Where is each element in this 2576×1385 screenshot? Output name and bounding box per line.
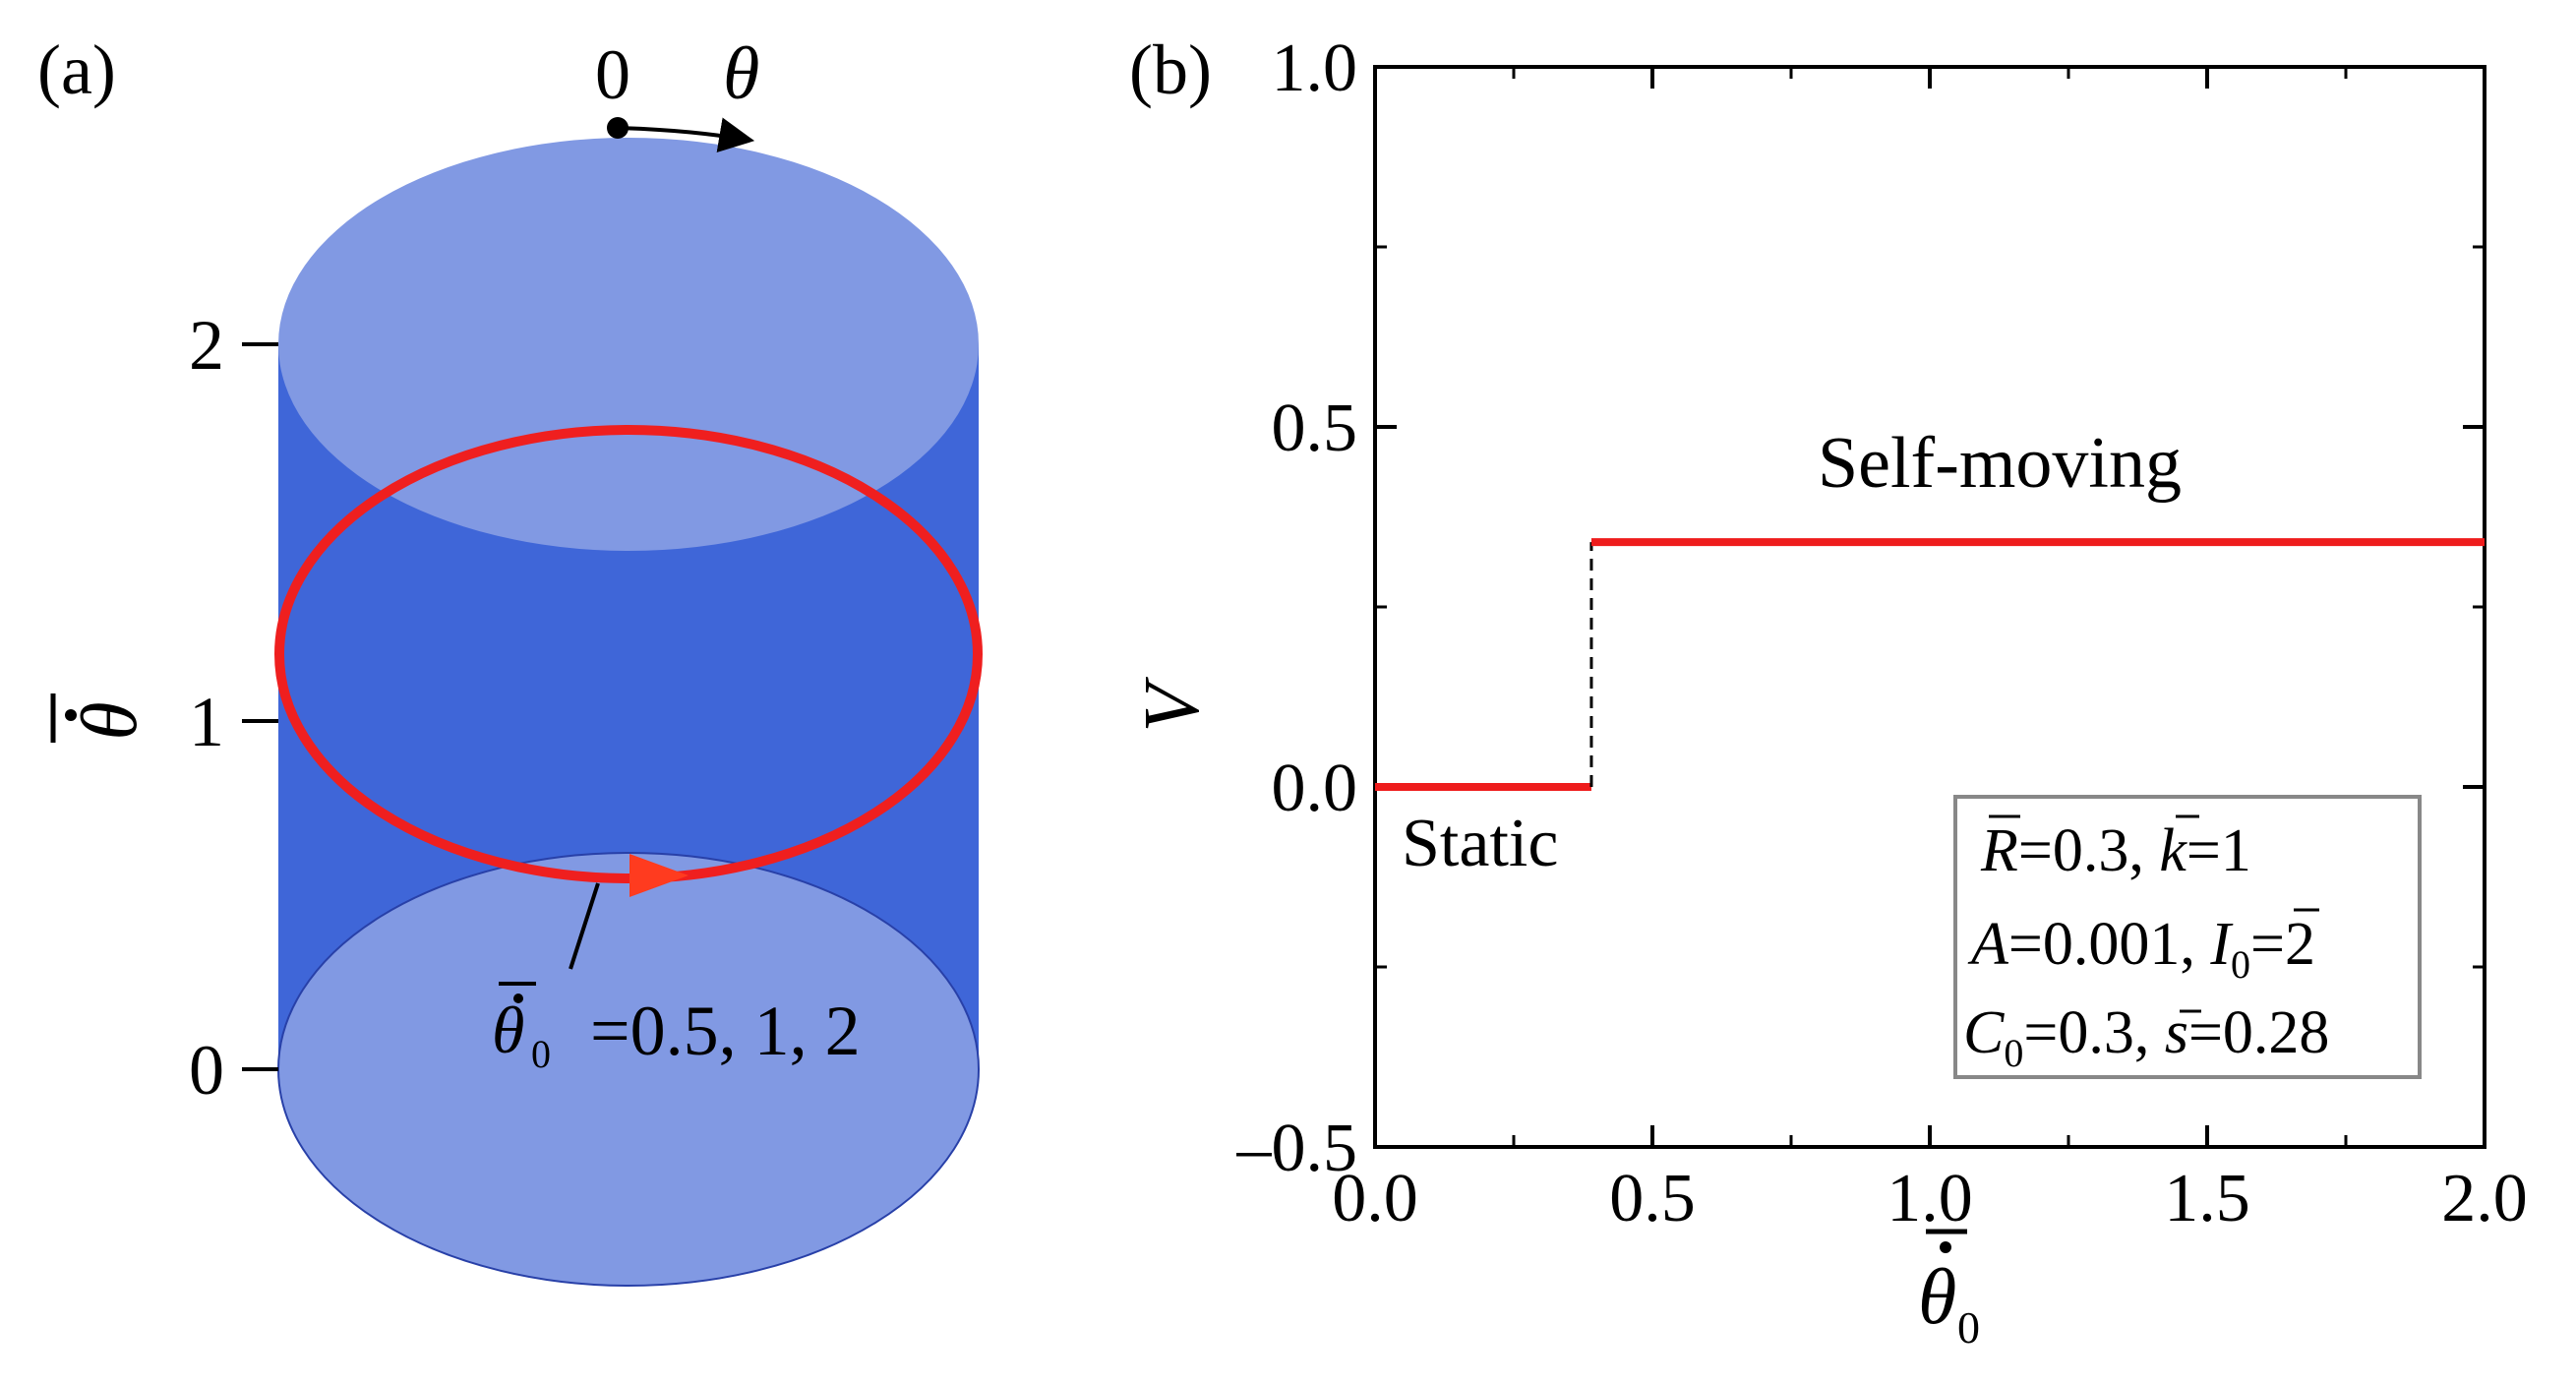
legend-line-1: R=0.3, k=1 — [1980, 817, 2251, 884]
label-self-moving: Self-moving — [1818, 423, 2182, 504]
x-tick-label: 2.0 — [2441, 1161, 2528, 1236]
panel-b-label: (b) — [1129, 30, 1212, 109]
svg-text:θ: θ — [67, 701, 153, 740]
angle-direction-arrow — [617, 117, 755, 153]
svg-text:θ: θ — [492, 993, 524, 1067]
svg-text:0: 0 — [531, 1032, 551, 1076]
panel-b: (b) 0.0 0.5 1.0 1.5 2.0–0.50.00.51.0 V θ 0 S… — [1129, 30, 2528, 1353]
axis-a-ticklabel-1: 1 — [189, 683, 224, 761]
panel-a: (a) 0 θ 2 1 0 θ θ 0 =0 — [37, 30, 983, 1287]
axis-a-ticklabel-2: 2 — [189, 306, 224, 385]
y-tick-label: 0.5 — [1272, 391, 1358, 466]
x-tick-label: 1.0 — [1887, 1161, 1973, 1236]
annotation-leader — [569, 882, 600, 970]
cylinder-top-face — [278, 138, 979, 551]
y-tick-label: 0.0 — [1272, 751, 1358, 826]
legend-line-3: C0=0.3, s=0.28 — [1963, 999, 2329, 1075]
x-tick-label: 0.0 — [1332, 1161, 1418, 1236]
legend-line-2: A=0.001, I0=2 — [1967, 911, 2315, 987]
x-tick-label: 1.5 — [2164, 1161, 2250, 1236]
legend-box — [1953, 795, 2422, 1079]
annotation-label: θ 0 =0.5, 1, 2 — [492, 982, 861, 1076]
y-tick-label: –0.5 — [1236, 1111, 1358, 1186]
x-axis-label: θ 0 — [1918, 1229, 1980, 1353]
orbit-circle — [274, 425, 983, 883]
label-static: Static — [1402, 806, 1558, 881]
axis-a-ticklabel-0: 0 — [189, 1031, 224, 1110]
orbit-arrow-icon — [629, 854, 689, 897]
angle-symbol: θ — [723, 32, 759, 115]
svg-text:0: 0 — [1957, 1302, 1980, 1353]
angle-origin-label: 0 — [595, 35, 630, 114]
axis-ticks: 0.0 0.5 1.0 1.5 2.0–0.50.00.51.0 — [1236, 30, 2528, 1236]
svg-text:=0.5, 1, 2: =0.5, 1, 2 — [590, 992, 861, 1070]
panel-a-label: (a) — [37, 30, 116, 109]
y-tick-label: 1.0 — [1272, 30, 1358, 106]
parameter-legend: R=0.3, k=1 A=0.001, I0=2 C0=0.3, s=0.28 — [1953, 795, 2422, 1079]
y-axis-label: V — [1129, 676, 1216, 732]
svg-text:θ: θ — [1918, 1254, 1956, 1341]
x-tick-label: 0.5 — [1609, 1161, 1696, 1236]
data-series — [1375, 538, 2485, 791]
axis-a-label: θ — [50, 693, 153, 743]
